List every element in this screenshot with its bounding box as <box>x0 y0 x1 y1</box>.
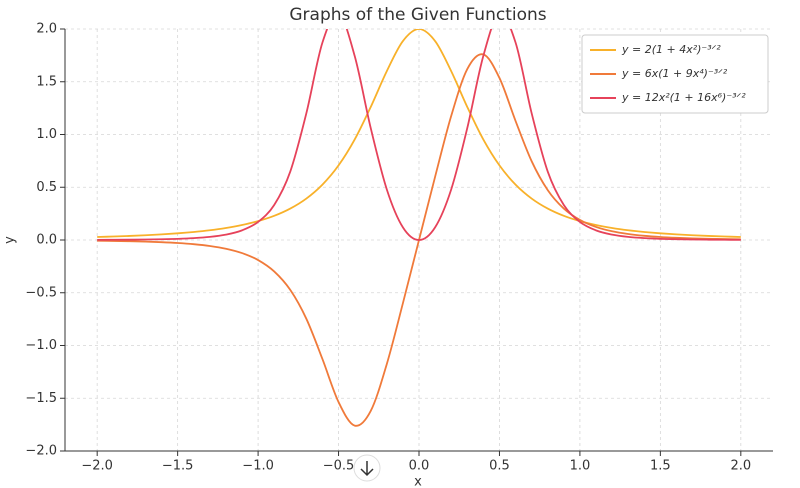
line-series <box>97 29 741 238</box>
x-tick-label: 2.0 <box>730 459 751 474</box>
y-tick-label: −0.5 <box>25 285 57 300</box>
x-tick-label: −2.0 <box>81 459 113 474</box>
legend-label: y = 12x²(1 + 16x⁶)⁻³ᐟ² <box>621 91 746 104</box>
y-tick-label: 1.5 <box>36 74 57 89</box>
y-tick-label: 0.5 <box>36 180 57 195</box>
x-tick-label: −0.5 <box>323 459 355 474</box>
plot-lines <box>97 29 741 427</box>
legend-box <box>581 34 769 114</box>
y-tick-label: 1.0 <box>36 127 57 142</box>
scroll-button[interactable] <box>353 454 381 482</box>
y-tick-label: −2.0 <box>25 444 57 459</box>
x-tick-label: 0.0 <box>409 459 430 474</box>
legend-label: y = 2(1 + 4x²)⁻³ᐟ² <box>621 43 721 56</box>
y-axis-label: y <box>3 236 18 244</box>
legend-label: y = 6x(1 + 9x⁴)⁻³ᐟ² <box>621 67 728 80</box>
y-tick-label: −1.5 <box>25 391 57 406</box>
y-tick-label: 2.0 <box>36 22 57 37</box>
x-tick-label: −1.0 <box>242 459 274 474</box>
x-tick-label: 1.0 <box>570 459 591 474</box>
line-series <box>97 29 741 241</box>
x-tick-label: 0.5 <box>489 459 510 474</box>
chart-title: Graphs of the Given Functions <box>289 5 546 25</box>
y-tick-label: 0.0 <box>36 233 57 248</box>
x-axis-label: x <box>414 475 422 488</box>
y-tick-label: −1.0 <box>25 338 57 353</box>
x-tick-label: 1.5 <box>650 459 671 474</box>
x-tick-label: −1.5 <box>162 459 194 474</box>
